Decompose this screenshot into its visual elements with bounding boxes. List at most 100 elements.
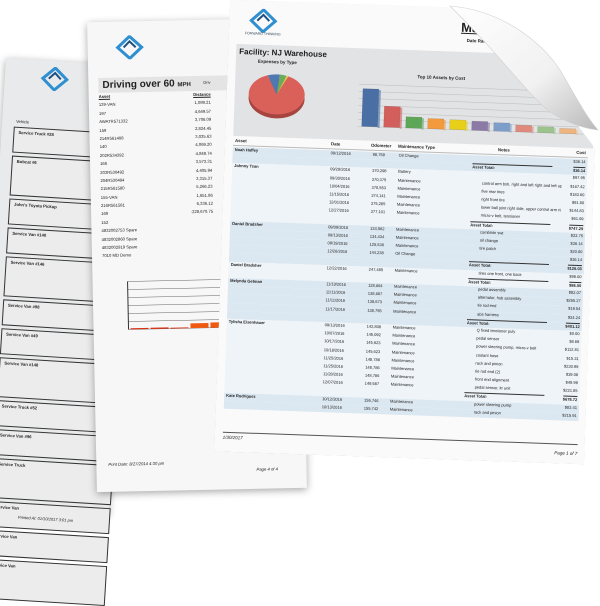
print-date: Print Date: 8/27/2014 4:30 pm bbox=[108, 461, 164, 467]
bar bbox=[190, 323, 208, 328]
asset-name: Noah Haffey bbox=[235, 147, 259, 153]
date-cell: 12/01/2016 bbox=[329, 199, 349, 205]
type-cell: Maintenance bbox=[393, 324, 416, 330]
cost-cell: $112.81 bbox=[565, 347, 579, 352]
type-cell: Maintenance bbox=[397, 194, 420, 200]
type-cell: Maintenance bbox=[395, 267, 418, 273]
type-cell: Maintenance bbox=[391, 374, 414, 380]
page-number: Page 4 of 4 bbox=[256, 466, 278, 471]
odometer-cell: 247,485 bbox=[369, 266, 384, 272]
cost-cell: $20.00 bbox=[570, 249, 582, 254]
type-cell: Maintenance bbox=[395, 243, 418, 249]
odometer-cell: 370,553 bbox=[371, 184, 386, 190]
odometer-cell: 155,742 bbox=[364, 405, 379, 411]
asset-cell: 202R534392 bbox=[100, 152, 124, 161]
date-cell: 11/11/2016 bbox=[326, 289, 346, 295]
type-cell: Oil Change bbox=[395, 251, 415, 257]
cost-cell: $82.07 bbox=[569, 290, 581, 295]
odometer-cell: 370,298 bbox=[372, 168, 387, 174]
bar bbox=[538, 126, 554, 133]
gridline bbox=[128, 295, 228, 297]
asset-header: Asset bbox=[99, 94, 111, 103]
type-cell: Maintenance bbox=[391, 365, 414, 371]
cost-cell: $91.80 bbox=[572, 200, 584, 205]
date-cell: 09/12/2016 bbox=[331, 150, 351, 156]
odometer-cell: 148,786 bbox=[365, 373, 380, 379]
type-cell: Maintenance bbox=[397, 185, 420, 191]
odometer-cell: 374,141 bbox=[371, 193, 386, 199]
bar-side bbox=[466, 121, 468, 131]
report-footer: 1/30/2017 Page 1 of 7 bbox=[223, 432, 578, 452]
odometer-cell: 370,375 bbox=[372, 176, 387, 182]
y-axis bbox=[128, 281, 129, 329]
cost-cell: $36.14 bbox=[573, 159, 585, 164]
cost-cell: $39.08 bbox=[566, 372, 578, 377]
asset-total-value: $747.29 bbox=[569, 224, 584, 231]
date-cell: 11/10/2016 bbox=[326, 281, 346, 287]
type-cell: Oil Change bbox=[399, 153, 419, 159]
bar bbox=[516, 125, 532, 132]
bar-side bbox=[532, 127, 534, 134]
gridline bbox=[359, 98, 585, 106]
cost-cell: $83.41 bbox=[565, 404, 577, 409]
asset-cell: 216R561581 bbox=[101, 203, 125, 212]
asset-cell: 215R561580 bbox=[101, 186, 125, 195]
distance-cell: 3,573.31 bbox=[196, 159, 212, 168]
col-cost: Cost bbox=[576, 150, 586, 155]
title-text: Driving over 60 bbox=[102, 78, 174, 91]
distance-cell: 2,824.45 bbox=[195, 125, 211, 134]
bar bbox=[384, 106, 401, 128]
date-cell: 09/30/2016 bbox=[330, 175, 350, 181]
odometer-cell: 98,759 bbox=[373, 152, 385, 157]
vehicle-box: Service Van bbox=[0, 530, 109, 563]
vehicle-box: Service Van bbox=[0, 559, 107, 606]
cost-cell: $98.00 bbox=[569, 273, 581, 278]
cost-cell: $19.54 bbox=[568, 306, 580, 311]
odometer-cell: 128,664 bbox=[368, 283, 383, 289]
distance-cell: 3,035.63 bbox=[195, 134, 211, 143]
cost-cell: $215.91 bbox=[562, 412, 577, 418]
odometer-cell: 138,673 bbox=[367, 299, 382, 305]
date-cell: 11/17/2016 bbox=[325, 306, 345, 312]
cost-cell: $221.85 bbox=[563, 388, 578, 394]
gridline bbox=[128, 279, 228, 281]
gridline bbox=[359, 91, 585, 99]
type-cell: Maintenance bbox=[390, 406, 413, 412]
odometer-cell: 377,101 bbox=[371, 209, 386, 215]
odometer-cell: 145,092 bbox=[366, 332, 381, 338]
odometer-cell: 148,786 bbox=[365, 356, 380, 362]
cost-cell: $36.14 bbox=[570, 257, 582, 262]
company-logo bbox=[34, 66, 75, 92]
odometer-cell: 375,285 bbox=[371, 201, 386, 207]
type-cell: Maintenance bbox=[392, 349, 415, 355]
date-cell: 10/04/2016 bbox=[329, 183, 349, 189]
odometer-cell: 145,623 bbox=[366, 340, 381, 346]
asset-cell: 197 bbox=[99, 111, 106, 120]
asset-total-value: $401.12 bbox=[565, 322, 580, 329]
date-cell: 10/12/2016 bbox=[322, 396, 342, 402]
cost-cell: $230.99 bbox=[564, 363, 579, 369]
maintenance-table: Noah Haffey 09/12/2016 98,759 Oil Change $36… bbox=[224, 147, 588, 421]
cost-cell: $61.69 bbox=[571, 216, 583, 221]
bar-side bbox=[554, 128, 556, 134]
type-cell: Maintenance bbox=[397, 210, 420, 216]
date-cell: 11/25/2016 bbox=[323, 363, 343, 369]
date-cell: 12/26/2016 bbox=[327, 248, 347, 254]
asset-name: Daniel Bradsher bbox=[232, 221, 263, 227]
cost-cell: $265.27 bbox=[566, 298, 581, 304]
asset-name: Kate Rodriguez bbox=[226, 392, 256, 398]
type-cell: Maintenance bbox=[390, 398, 413, 404]
maintenance-report-page: FORWARD THINKING Maint Date Range: Facil… bbox=[214, 0, 600, 464]
cost-cell: $8.69 bbox=[569, 339, 579, 344]
col-notes: Notes bbox=[498, 147, 510, 152]
date-cell: 10/18/2016 bbox=[324, 347, 344, 353]
asset-cell: 140 bbox=[100, 144, 107, 153]
report-title: Maint bbox=[461, 20, 495, 36]
asset-cell: 214R561408 bbox=[99, 135, 123, 144]
asset-name: Melynda Getman bbox=[230, 278, 262, 284]
date-range-label: Date Range: bbox=[467, 38, 493, 44]
bar-side bbox=[444, 120, 446, 130]
asset-cell: 152 bbox=[101, 220, 108, 229]
gridline bbox=[128, 287, 228, 289]
